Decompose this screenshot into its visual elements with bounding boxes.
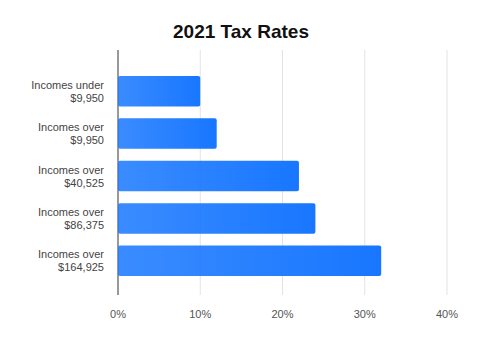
tick-label: 30% [354,308,376,320]
category-label: Incomes over$86,375 [38,206,104,231]
tick-label: 10% [189,308,211,320]
tick-label: 0% [110,308,126,320]
bar [118,76,200,107]
bar [118,246,381,277]
category-label: Incomes over$40,525 [38,164,104,189]
bars [118,76,381,276]
chart-title: 2021 Tax Rates [173,21,309,42]
bar [118,161,299,192]
tick-label: 20% [271,308,293,320]
bar [118,118,217,149]
chart-container: 2021 Tax Rates 0% 10% 20% 30% 40% Incomes unde… [0,0,496,341]
category-label: Incomes under$9,950 [31,79,104,104]
category-label: Incomes over$164,925 [38,248,104,273]
chart-svg: 2021 Tax Rates 0% 10% 20% 30% 40% Incomes unde… [0,0,496,341]
grid-line [447,50,448,295]
category-label: Incomes over$9,950 [38,121,104,146]
bar [118,203,315,234]
tick-label: 40% [436,308,458,320]
